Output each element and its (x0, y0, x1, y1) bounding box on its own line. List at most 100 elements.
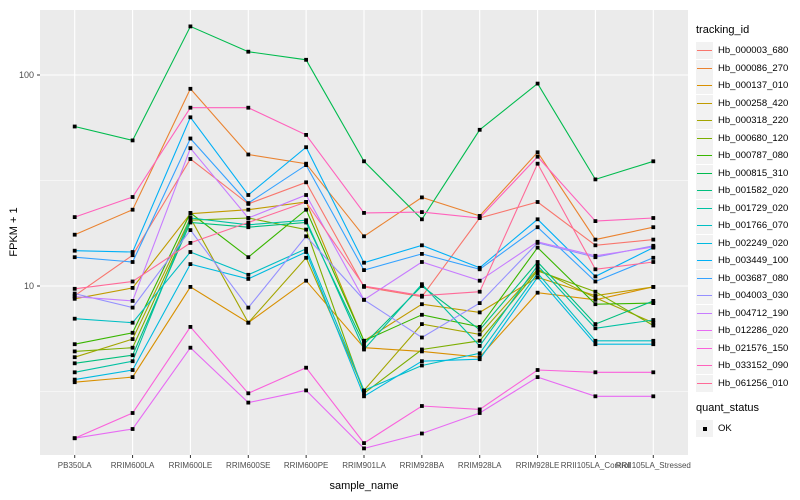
data-point (130, 195, 135, 199)
data-point (420, 363, 424, 368)
data-point (304, 207, 308, 212)
data-point (477, 127, 482, 132)
data-point (593, 326, 598, 331)
x-tick-label: RRIM928LA (458, 461, 502, 470)
data-point (72, 361, 77, 366)
data-point (420, 312, 424, 317)
legend-item-label: Hb_000258_420 (718, 97, 789, 109)
data-point (72, 294, 77, 299)
data-point (72, 355, 77, 360)
x-tick-label: RRIM600SE (226, 461, 270, 470)
data-point (304, 145, 308, 150)
data-point (420, 431, 424, 436)
data-point (477, 407, 482, 412)
data-point (304, 57, 308, 62)
data-point (535, 260, 540, 264)
data-point (362, 297, 366, 302)
x-tick-label: RRIM901LA (342, 461, 386, 470)
data-point (130, 337, 135, 341)
data-point (593, 338, 598, 343)
data-point (535, 200, 540, 204)
data-point (130, 353, 135, 358)
data-point (72, 248, 77, 253)
data-point (593, 302, 598, 307)
legend-item: Hb_001766_070 (696, 217, 798, 235)
data-point (362, 394, 366, 399)
data-point (477, 355, 482, 360)
series-color-line-icon (697, 137, 712, 139)
data-point (593, 322, 598, 326)
legend-color-key (696, 304, 713, 322)
data-point (130, 368, 135, 372)
data-point (477, 214, 482, 218)
data-point (72, 255, 77, 260)
data-point (304, 234, 308, 239)
data-point (130, 299, 135, 303)
legend-item-label: Hb_000815_310 (718, 167, 789, 179)
series-color-line-icon (697, 330, 712, 332)
data-point (130, 286, 135, 290)
series-color-line-icon (697, 172, 712, 174)
legend-item-label: Hb_033152_090 (718, 360, 789, 372)
data-point (593, 243, 598, 248)
data-point (188, 216, 193, 220)
data-point (651, 338, 656, 343)
legend-item: Hb_021576_150 (696, 339, 798, 358)
data-point (72, 370, 77, 375)
x-tick-label: RRII105LA_Control (561, 461, 631, 470)
data-point (304, 193, 308, 197)
data-point (362, 159, 366, 164)
data-point (420, 243, 424, 248)
data-point (651, 245, 656, 249)
x-tick-label: RRIM600LE (169, 461, 213, 470)
data-point (651, 285, 656, 289)
data-point (362, 342, 366, 347)
data-point (362, 338, 366, 343)
data-point (535, 290, 540, 295)
data-point (304, 255, 308, 260)
data-point (477, 325, 482, 329)
data-point (130, 320, 135, 325)
data-point (420, 293, 424, 298)
data-point (246, 305, 251, 310)
legend-color-key (696, 339, 713, 357)
data-point (477, 289, 482, 294)
data-point (651, 225, 656, 230)
data-point (477, 357, 482, 362)
data-point (130, 207, 135, 212)
legend-color-key (696, 217, 713, 235)
legend-item-label: Hb_061256_010 (718, 377, 789, 389)
series-color-line-icon (697, 312, 712, 314)
data-point (130, 305, 135, 310)
data-point (246, 216, 251, 220)
series-color-line-icon (697, 120, 712, 122)
data-point (246, 320, 251, 325)
series-color-line-icon (697, 155, 712, 157)
data-point (477, 216, 482, 220)
legend-item: Hb_000318_220 (696, 112, 798, 130)
series-color-line-icon (697, 277, 712, 279)
legend-color-key (696, 42, 713, 60)
legend-item: Hb_033152_090 (696, 357, 798, 375)
data-point (130, 359, 135, 364)
series-color-line-icon (697, 347, 712, 349)
y-tick-label: 10 (24, 281, 34, 291)
data-point (246, 225, 251, 230)
legend-item-label: Hb_004712_190 (718, 307, 789, 319)
data-point (72, 286, 77, 291)
data-point (246, 105, 251, 110)
data-point (130, 345, 135, 350)
series-color-line-icon (697, 365, 712, 367)
data-point (362, 234, 366, 239)
data-point (593, 253, 598, 258)
data-point (420, 322, 424, 326)
data-point (535, 150, 540, 155)
legend-item: Hb_003449_100 (696, 252, 798, 270)
legend-color-key (696, 94, 713, 112)
series-color-line-icon (697, 207, 712, 209)
data-point (72, 436, 77, 441)
legend-item-label: Hb_000680_120 (718, 132, 789, 144)
data-point (246, 207, 251, 212)
data-point (535, 154, 540, 159)
data-point (304, 133, 308, 137)
